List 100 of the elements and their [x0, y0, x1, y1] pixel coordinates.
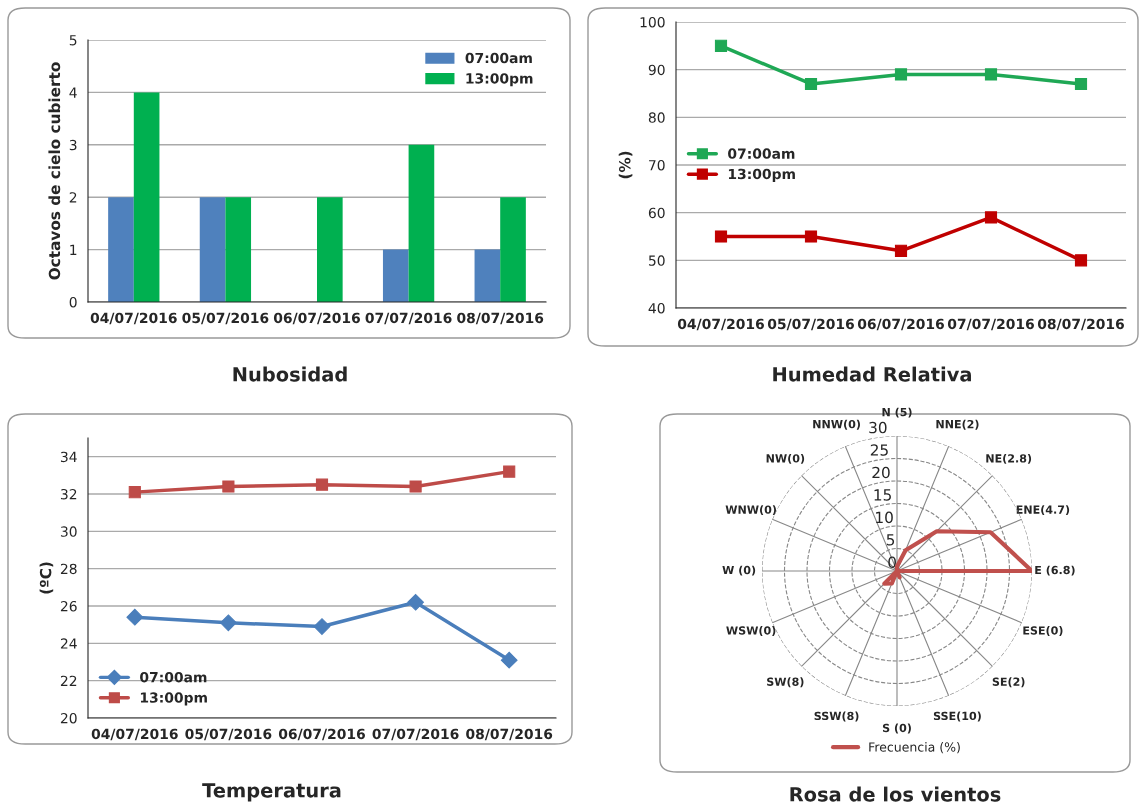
bar — [474, 249, 501, 302]
spoke-label: NNW(0) — [813, 419, 860, 430]
legend-label: 13:00pm — [728, 168, 795, 182]
point — [503, 465, 516, 478]
point — [222, 480, 235, 493]
legend-label: 07:00am — [728, 148, 795, 159]
legend-label: 07:00am — [140, 671, 207, 683]
point — [313, 618, 331, 635]
point — [984, 211, 998, 224]
y-tick-label: 60 — [648, 207, 665, 219]
y-tick-label: 5 — [69, 35, 77, 46]
x-tick-label: 04/07/2016 — [91, 728, 178, 741]
point — [407, 593, 424, 611]
x-tick-label: 07/07/2016 — [947, 318, 1034, 331]
x-tick-label: 04/07/2016 — [677, 318, 764, 331]
point — [500, 651, 518, 669]
spoke-label: W (0) — [722, 565, 756, 576]
x-tick-label: 08/07/2016 — [457, 312, 544, 325]
spoke-label: SE(2) — [992, 677, 1025, 688]
y-tick-label: 0 — [888, 556, 896, 569]
y-tick-label: 22 — [60, 675, 77, 686]
y-tick-label: 0 — [69, 296, 77, 308]
y-tick-label: 2 — [69, 192, 77, 203]
y-tick-label: 15 — [874, 489, 891, 501]
y-tick-label: 34 — [60, 451, 77, 463]
y-tick-label: 30 — [60, 526, 77, 537]
text: Humedad Relativa — [773, 366, 971, 382]
x-tick-label: 06/07/2016 — [278, 728, 365, 741]
y-tick-label: 30 — [869, 421, 887, 434]
spoke-label: ENE(4.7) — [1016, 505, 1070, 516]
y-tick-label: 10 — [876, 511, 893, 524]
point — [1074, 254, 1088, 267]
spoke-label: NE(2.8) — [986, 453, 1032, 464]
y-axis-title: (%) — [618, 151, 633, 179]
spoke-label: NNE(2) — [936, 419, 979, 430]
x-tick-label: 08/07/2016 — [466, 728, 553, 741]
point — [894, 68, 908, 81]
legend-label: 07:00am — [465, 52, 532, 64]
x-tick-label: 04/07/2016 — [90, 312, 177, 325]
y-tick-label: 20 — [60, 712, 77, 724]
text: Rosa de los vientos — [790, 786, 1001, 802]
y-tick-label: 3 — [69, 139, 77, 151]
point — [804, 230, 818, 243]
y-tick-label: 28 — [60, 563, 77, 575]
spoke-label: NW(0) — [766, 453, 805, 464]
bar — [133, 92, 160, 302]
point — [126, 608, 144, 626]
bar — [225, 197, 252, 302]
point — [409, 480, 422, 493]
spoke-label: WNW(0) — [725, 505, 776, 516]
point — [128, 486, 141, 499]
point — [714, 230, 728, 243]
y-tick-label: 20 — [872, 466, 890, 479]
y-tick-label: 25 — [870, 444, 888, 456]
point — [984, 68, 998, 81]
x-tick-label: 08/07/2016 — [1037, 318, 1124, 331]
y-tick-label: 100 — [640, 16, 665, 28]
spoke-label: SSE(10) — [933, 711, 981, 722]
y-tick-label: 5 — [886, 534, 895, 546]
y-tick-label: 40 — [648, 302, 665, 314]
bar — [108, 197, 134, 302]
spoke-label: S (0) — [882, 723, 911, 734]
point — [714, 39, 728, 52]
y-tick-label: 90 — [648, 64, 665, 76]
bar — [199, 197, 226, 302]
y-tick-label: 80 — [648, 112, 665, 123]
bar — [382, 249, 409, 302]
spoke-label: WSW(0) — [726, 626, 776, 636]
point — [1074, 77, 1088, 91]
text: Temperatura — [202, 783, 341, 802]
x-tick-label: 07/07/2016 — [365, 312, 452, 325]
x-tick-label: 06/07/2016 — [857, 318, 944, 331]
x-tick-label: 05/07/2016 — [767, 318, 854, 331]
legend-label: Frecuencia (%) — [869, 742, 960, 754]
y-tick-label: 4 — [69, 87, 77, 98]
x-tick-label: 06/07/2016 — [273, 312, 360, 325]
y-tick-label: 50 — [648, 255, 665, 266]
point — [315, 478, 329, 491]
y-tick-label: 24 — [60, 638, 77, 649]
x-tick-label: 05/07/2016 — [185, 728, 272, 741]
text: Nubosidad — [233, 366, 347, 382]
spoke-label: SW(8) — [767, 677, 804, 688]
y-tick-label: 32 — [60, 488, 77, 500]
bar — [500, 197, 526, 302]
legend-label: 13:00pm — [140, 692, 207, 706]
spoke-label: ESE(0) — [1023, 626, 1063, 636]
x-tick-label: 05/07/2016 — [182, 312, 269, 325]
spoke-label: E (6.8) — [1035, 565, 1075, 576]
point — [220, 614, 237, 632]
y-tick-label: 70 — [649, 159, 665, 171]
y-axis-title: Octavos de cielo cubierto — [48, 62, 61, 280]
point — [804, 77, 818, 91]
legend-label: 13:00pm — [466, 73, 533, 87]
x-tick-label: 07/07/2016 — [372, 728, 459, 741]
y-axis-title: (ºC) — [39, 562, 54, 594]
spoke-label: N (5) — [882, 407, 912, 418]
y-tick-label: 1 — [70, 244, 77, 255]
spoke-label: SSW(8) — [814, 711, 859, 722]
point — [894, 244, 908, 257]
y-tick-label: 26 — [60, 600, 77, 612]
